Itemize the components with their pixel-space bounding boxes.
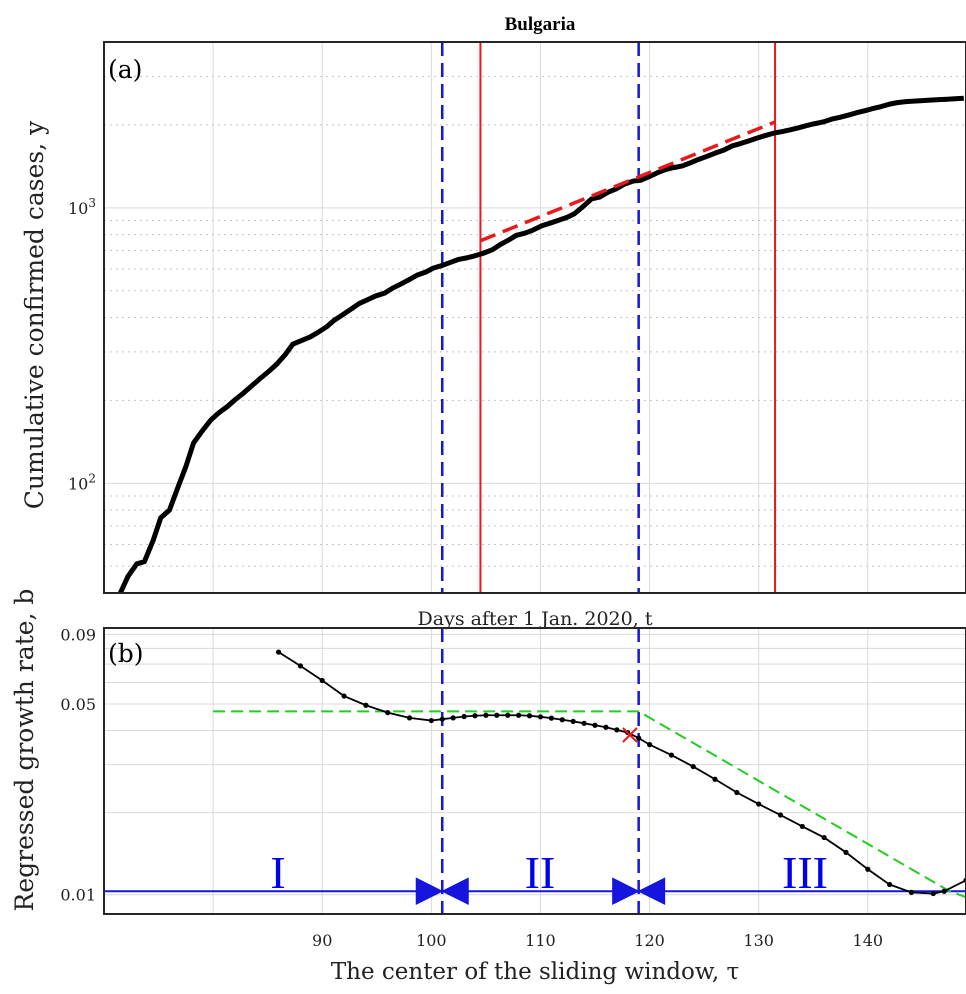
growth-rate-point — [483, 712, 489, 718]
y-tick-label-a: 103 — [68, 196, 96, 218]
y-axis-label-b: Regressed growth rate, b — [10, 589, 39, 912]
cumulative-cases-line — [118, 95, 964, 595]
growth-rate-point — [668, 752, 674, 758]
panel-a-label: (a) — [108, 55, 142, 84]
x-axis-label-a: Days after 1 Jan. 2020, t — [418, 608, 653, 630]
phase-label-3: III — [782, 847, 828, 898]
growth-rate-point — [505, 712, 511, 718]
growth-rate-point — [887, 881, 893, 888]
fit-line — [479, 120, 776, 243]
y-tick-label-b: 0.09 — [60, 625, 96, 644]
growth-rate-point — [756, 801, 762, 807]
growth-rate-point — [843, 849, 849, 855]
growth-rate-point — [603, 724, 609, 730]
growth-rate-point — [865, 866, 871, 872]
x-tick-label: 140 — [853, 931, 884, 950]
growth-rate-point — [526, 713, 533, 719]
x-tick-label: 100 — [416, 931, 447, 950]
x-tick-label: 90 — [312, 931, 332, 950]
grid-b — [104, 628, 966, 914]
growth-rate-point — [734, 789, 740, 796]
growth-rate-point — [777, 812, 784, 818]
growth-rate-point — [537, 714, 544, 720]
marker-cross — [622, 727, 638, 743]
x-axis-label-b: The center of the sliding window, τ — [331, 959, 739, 985]
growth-rate-point — [646, 742, 653, 748]
growth-rate-line — [278, 651, 966, 895]
growth-rate-point — [559, 717, 565, 723]
growth-rate-point — [548, 715, 554, 721]
growth-rate-point — [450, 715, 456, 721]
growth-rate-point — [297, 663, 304, 669]
growth-rate-point — [592, 722, 598, 728]
phase-label-2: II — [525, 847, 556, 898]
y-ticks-a: 102 103 — [68, 196, 96, 494]
growth-rate-point — [941, 888, 947, 894]
growth-rate-point — [428, 717, 434, 724]
growth-rate-point — [472, 713, 478, 719]
ticks-b: 0.01 0.05 0.09 90 100 110 120 130 140 — [60, 625, 883, 950]
panel-a: 102 103 (a) Cumulative confirmed cases, y… — [20, 41, 966, 630]
y-tick-label-b: 0.01 — [60, 886, 96, 905]
growth-rate-point — [636, 735, 642, 741]
growth-rate-point — [494, 712, 500, 718]
growth-rate-point — [319, 677, 325, 684]
grid-a — [104, 41, 966, 594]
growth-rate-point — [439, 716, 445, 722]
trend-line — [213, 710, 966, 899]
phase-label-1: I — [270, 847, 285, 898]
panel-b: 0.01 0.05 0.09 90 100 110 120 130 140 (b) I II I… — [10, 589, 966, 985]
growth-rate-point — [690, 763, 696, 770]
growth-rate-point — [712, 776, 718, 782]
growth-rate-point — [385, 710, 391, 716]
series-b — [104, 628, 966, 914]
y-tick-label-b: 0.05 — [60, 695, 96, 714]
x-tick-label: 110 — [525, 931, 556, 950]
growth-rate-point — [363, 702, 369, 708]
growth-rate-point — [581, 720, 587, 726]
phase-boundary-arrows — [612, 877, 666, 906]
axes-frame-a — [103, 41, 966, 594]
phase-boundary-arrows — [415, 877, 469, 906]
growth-rate-point — [930, 890, 936, 897]
growth-rate-point — [908, 889, 915, 895]
y-axis-label-a: Cumulative confirmed cases, y — [20, 120, 49, 509]
growth-rate-point — [570, 718, 576, 724]
x-tick-label: 120 — [634, 931, 665, 950]
y-tick-label-a: 102 — [68, 471, 96, 493]
growth-rate-point — [461, 713, 467, 720]
panel-b-label: (b) — [108, 639, 144, 668]
growth-rate-point — [406, 715, 413, 721]
series-a — [118, 95, 964, 595]
growth-rate-point — [821, 834, 827, 841]
axes-frame-b — [103, 627, 966, 915]
growth-rate-point — [275, 649, 282, 655]
growth-rate-point — [614, 727, 620, 733]
growth-rate-point — [799, 823, 805, 830]
x-tick-label: 130 — [743, 931, 774, 950]
chart-title: Bulgaria — [505, 14, 576, 35]
growth-rate-point — [516, 712, 522, 718]
growth-rate-point — [341, 693, 347, 699]
